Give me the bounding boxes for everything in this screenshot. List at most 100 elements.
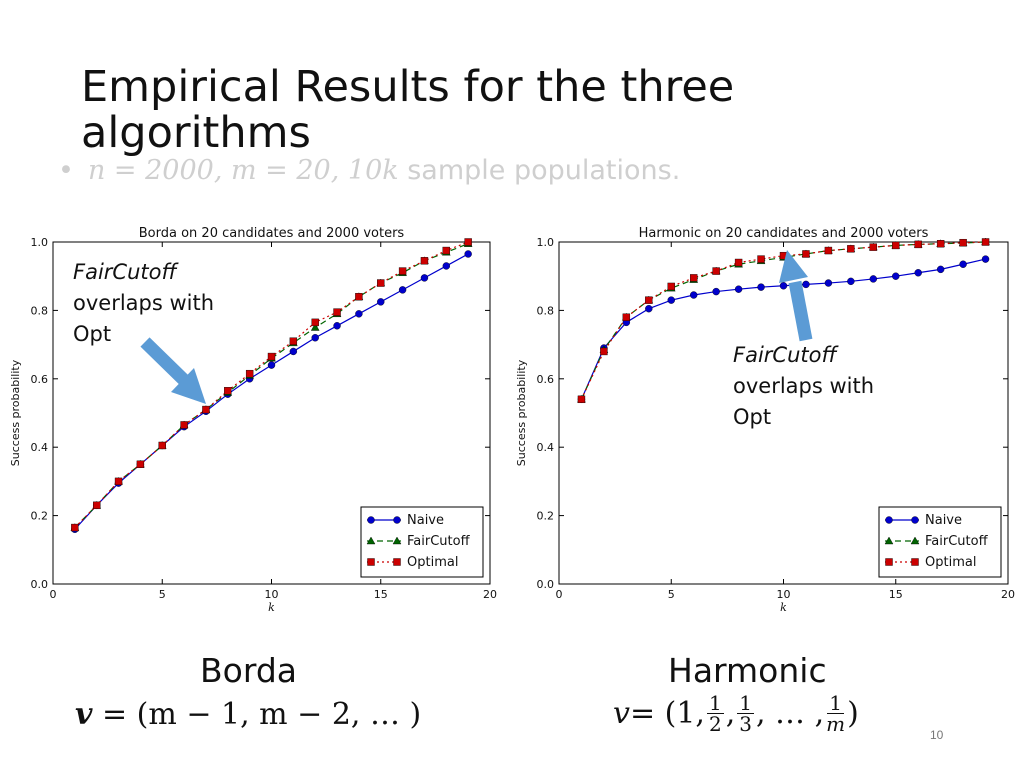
legend-marker-optimal — [885, 558, 893, 566]
borda-formula-lhs: v — [75, 697, 93, 732]
x-tick-label: 20 — [1001, 588, 1015, 601]
data-point-naive — [824, 279, 833, 287]
y-tick-label: 1.0 — [537, 236, 555, 249]
legend-marker-optimal — [911, 558, 919, 566]
data-point-optimal — [577, 395, 586, 404]
y-axis-label: Success probability — [9, 359, 22, 466]
slide-number: 10 — [930, 728, 944, 742]
harmonic-formula-lhs: v — [613, 696, 630, 731]
data-point-naive — [981, 255, 990, 263]
data-point-naive — [267, 361, 276, 369]
data-point-optimal — [398, 267, 407, 275]
data-point-optimal — [779, 251, 788, 260]
fraction-denominator: 3 — [739, 712, 752, 736]
data-point-naive — [289, 347, 298, 356]
legend-label-optimal: Optimal — [407, 555, 458, 570]
data-point-optimal — [333, 308, 341, 316]
bullet-math: n = 2000, m = 20, 10k — [87, 155, 399, 186]
fraction-numerator: 1 — [706, 691, 724, 715]
data-point-optimal — [734, 258, 743, 267]
data-point-optimal — [442, 246, 450, 255]
legend-marker-naive — [367, 516, 375, 524]
borda-formula: v = (m − 1, m − 2, … ) — [75, 697, 421, 732]
data-point-optimal — [622, 313, 631, 321]
data-point-optimal — [645, 296, 653, 304]
harmonic-chart: Harmonic on 20 candidates and 2000 voter… — [515, 226, 1015, 614]
data-point-naive — [333, 322, 341, 330]
data-point-optimal — [202, 405, 210, 414]
y-tick-label: 0.6 — [31, 373, 49, 386]
legend-frame — [878, 506, 1002, 578]
legend-marker-faircutoff — [392, 536, 402, 545]
data-point-naive — [712, 287, 720, 296]
data-point-naive — [689, 291, 698, 299]
data-point-naive — [398, 286, 407, 294]
bullet-text: sample populations. — [407, 155, 681, 186]
data-point-naive — [645, 304, 653, 313]
y-tick-label: 0.2 — [31, 510, 49, 523]
y-tick-label: 0.0 — [31, 578, 49, 591]
y-tick-label: 1.0 — [31, 236, 49, 249]
fraction-denominator: m — [826, 714, 845, 734]
data-point-faircutoff — [310, 323, 320, 331]
data-point-optimal — [158, 441, 166, 450]
data-point-naive — [464, 250, 472, 258]
data-point-naive — [757, 283, 765, 291]
legend-marker-naive — [885, 516, 893, 524]
legend-marker-naive — [911, 516, 919, 524]
data-point-naive — [959, 260, 967, 268]
data-point-naive — [667, 296, 675, 304]
y-tick-label: 0.0 — [537, 578, 555, 591]
x-tick-label: 5 — [668, 588, 675, 601]
callout-right-emphasis: FairCutoff — [733, 343, 837, 367]
fraction-denominator-m: m — [826, 712, 846, 736]
data-point-optimal — [245, 369, 254, 378]
data-point-optimal — [689, 274, 698, 282]
data-point-optimal — [180, 421, 188, 429]
legend-label-faircutoff: FairCutoff — [925, 534, 989, 549]
data-point-optimal — [355, 293, 363, 301]
bullet-item: • n = 2000, m = 20, 10k sample population… — [58, 155, 680, 186]
x-tick-label: 0 — [556, 588, 563, 601]
x-axis-label: k — [780, 601, 787, 614]
data-point-naive — [442, 262, 450, 270]
callout-left: FairCutoff overlaps with Opt — [73, 257, 233, 350]
legend-marker-faircutoff — [884, 536, 894, 545]
data-point-naive — [936, 265, 945, 274]
fraction-numerator: 1 — [737, 691, 754, 715]
data-point-naive — [847, 277, 855, 286]
harmonic-formula-dots: , … , — [755, 696, 825, 731]
data-point-optimal — [959, 238, 967, 247]
data-point-optimal — [667, 282, 675, 291]
legend-marker-faircutoff — [910, 536, 920, 545]
data-point-optimal — [824, 246, 833, 255]
x-tick-label: 0 — [50, 588, 57, 601]
data-point-optimal — [224, 387, 232, 395]
x-tick-label: 20 — [483, 588, 497, 601]
borda-chart: Borda on 20 candidates and 2000 voters 0.… — [9, 226, 497, 614]
y-tick-label: 0.8 — [31, 304, 49, 317]
data-point-optimal — [114, 477, 123, 486]
callout-left-text: overlaps with Opt — [73, 291, 215, 346]
data-point-optimal — [892, 241, 900, 250]
data-point-optimal — [136, 460, 145, 469]
harmonic-label: Harmonic — [668, 651, 827, 690]
chart-title: Borda on 20 candidates and 2000 voters — [139, 226, 405, 241]
legend-marker-optimal — [367, 558, 375, 566]
data-point-naive — [892, 272, 900, 280]
data-point-optimal — [712, 267, 720, 275]
harmonic-formula-eq: = (1, — [629, 696, 705, 731]
data-point-optimal — [267, 352, 276, 361]
legend-label-naive: Naive — [925, 513, 962, 528]
data-point-naive — [779, 282, 788, 290]
borda-formula-rhs: = (m − 1, m − 2, … ) — [92, 697, 422, 732]
data-point-naive — [377, 298, 385, 306]
data-point-optimal — [464, 238, 472, 246]
data-point-optimal — [847, 245, 855, 253]
chart-legend: Naive FairCutoff Optimal — [878, 506, 1002, 578]
x-tick-label: 5 — [159, 588, 166, 601]
fraction-denominator: 2 — [708, 712, 722, 736]
y-tick-label: 0.2 — [537, 510, 555, 523]
